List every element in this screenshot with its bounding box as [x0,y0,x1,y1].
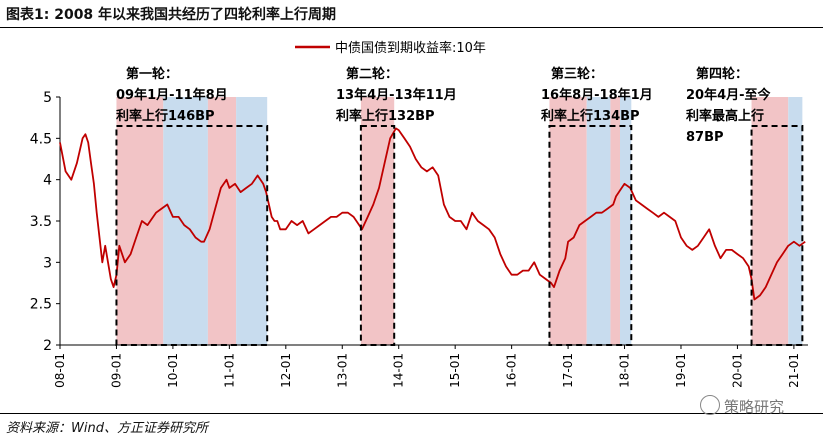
cycle-1-label-1: 第一轮： [126,66,178,82]
y-tick-label: 4.5 [30,131,52,147]
cycle-4-band-2 [788,97,803,345]
chart-series [59,127,806,301]
x-tick-label: 11-01 [222,353,236,388]
yield-line-chart: 2 2.5 3 3.5 4 4.5 5 08-01 09-01 10-01 11-01 12-01 13… [30,40,808,388]
cycle-1-label-3: 利率上行146BP [116,108,215,124]
cycle-3-band-4 [620,97,632,345]
x-tick-label: 19-01 [674,353,688,388]
y-tick-label: 4 [43,173,52,189]
legend-label: 中债国债到期收益率:10年 [335,40,486,56]
y-tick-label: 2.5 [30,297,52,313]
x-tick-label: 08-01 [53,353,67,388]
cycle-4-band-1 [751,97,789,345]
x-tick-label: 16-01 [505,353,519,388]
cycle-3-band-2 [586,97,611,345]
series-line-1 [59,127,806,301]
cycle-1-box [115,125,269,346]
cycle-1-band-1 [116,97,164,345]
figure-title: 图表1: 2008 年以来我国共经历了四轮利率上行周期 [6,7,337,23]
cycle-2-label-1: 第二轮： [346,66,398,82]
cycle-3-box [548,125,633,346]
x-tick-label: 20-01 [730,353,744,388]
wechat-icon [700,395,720,415]
y-tick-label: 5 [43,90,52,106]
footer-divider [0,413,823,414]
x-tick-label: 15-01 [448,353,462,388]
cycle-3-label-1: 第三轮： [551,66,603,82]
x-tick-label: 14-01 [392,353,406,388]
x-tick-label: 13-01 [335,353,349,388]
title-divider [0,27,823,28]
chart-axes: 2 2.5 3 3.5 4 4.5 5 08-01 09-01 10-01 11-01 12-01 13… [30,90,808,388]
cycle-1-label-2: 09年1月-11年8月 [116,87,228,103]
watermark: 策略研究 [700,395,784,417]
cycle-2-box [359,125,396,346]
cycle-4-label-3: 利率最高上行 [686,108,764,124]
cycle-4-label-4: 87BP [686,130,724,145]
cycle-1-band-2 [163,97,208,345]
cycle-3-band-3 [610,97,621,345]
watermark-text: 策略研究 [724,398,785,416]
y-tick-label: 3 [43,255,52,271]
cycle-3-label-2: 16年8月-18年1月 [541,87,653,103]
x-tick-label: 17-01 [561,353,575,388]
x-tick-label: 10-01 [166,353,180,388]
cycle-bands [116,97,803,345]
cycle-3-label-3: 利率上行134BP [541,108,640,124]
x-tick-label: 09-01 [109,353,123,388]
source-note: 资料来源：Wind、方正证券研究所 [6,421,208,436]
cycle-1-band-4 [236,97,268,345]
cycle-4-label-1: 第四轮： [696,66,748,82]
y-tick-label: 3.5 [30,214,52,230]
y-tick-label: 2 [43,338,52,354]
chart-legend: 中债国债到期收益率:10年 [295,40,486,56]
cycle-4-label-2: 20年4月-至今 [686,87,772,103]
x-tick-label: 21-01 [787,353,801,388]
x-tick-label: 12-01 [279,353,293,388]
cycle-2-label-3: 利率上行132BP [336,108,435,124]
cycle-3-band-1 [549,97,587,345]
cycle-4-box [750,125,804,346]
cycle-boxes [115,125,804,346]
x-tick-label: 18-01 [618,353,632,388]
cycle-2-label-2: 13年4月-13年11月 [336,87,457,103]
